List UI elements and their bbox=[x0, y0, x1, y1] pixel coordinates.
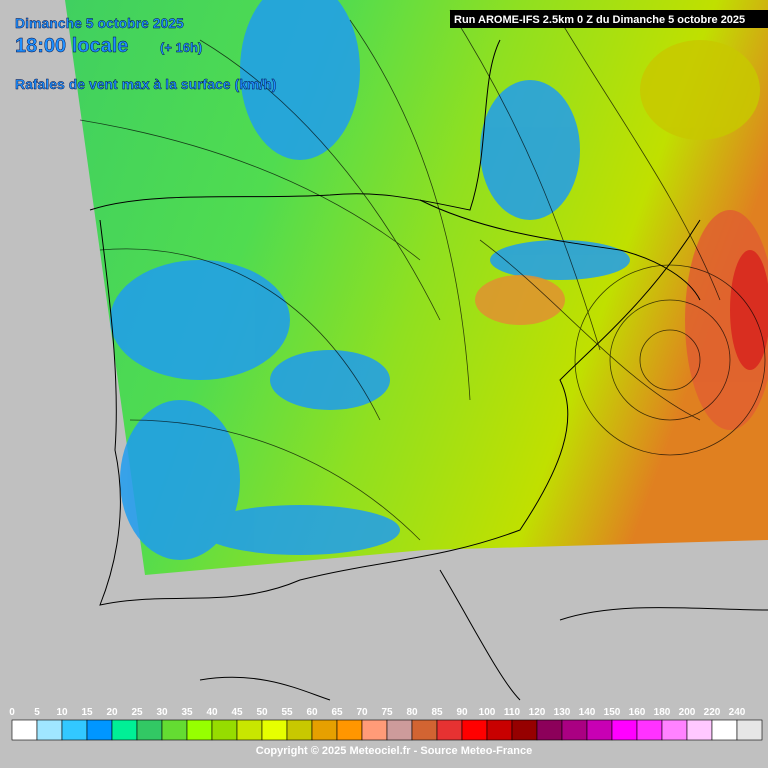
low-gust-areas bbox=[110, 0, 630, 560]
color-swatch bbox=[511, 719, 538, 741]
date: Dimanche 5 octobre 2025 bbox=[15, 15, 184, 31]
color-swatch bbox=[186, 719, 213, 741]
run-info: Run AROME-IFS 2.5km 0 Z du Dimanche 5 oc… bbox=[454, 14, 745, 26]
color-swatch bbox=[436, 719, 463, 741]
time: 18:00 locale bbox=[15, 35, 128, 57]
scale-label: 25 bbox=[131, 707, 143, 718]
scale-label: 50 bbox=[256, 707, 268, 718]
model-domain bbox=[65, 0, 768, 575]
color-swatch bbox=[486, 719, 513, 741]
run-banner bbox=[450, 10, 768, 28]
scale-label: 180 bbox=[654, 707, 671, 718]
scale-label: 30 bbox=[156, 707, 168, 718]
scale-label: 45 bbox=[231, 707, 243, 718]
color-swatch bbox=[561, 719, 588, 741]
color-swatch bbox=[286, 719, 313, 741]
scale-label: 40 bbox=[206, 707, 218, 718]
scale-label: 200 bbox=[679, 707, 696, 718]
color-swatch bbox=[136, 719, 163, 741]
color-swatch bbox=[586, 719, 613, 741]
color-swatch bbox=[36, 719, 63, 741]
scale-label: 65 bbox=[331, 707, 343, 718]
color-swatch bbox=[161, 719, 188, 741]
scale-label: 240 bbox=[729, 707, 746, 718]
color-swatch bbox=[711, 719, 738, 741]
color-swatch bbox=[61, 719, 88, 741]
color-swatch bbox=[461, 719, 488, 741]
scale-label: 35 bbox=[181, 707, 193, 718]
color-scale: 0 5 10 15 20 25 30 35 40 45 50 55 60 65 70 75 80 85 90 100 1… bbox=[9, 707, 763, 741]
color-swatch bbox=[11, 719, 38, 741]
color-swatch bbox=[311, 719, 338, 741]
scale-label: 20 bbox=[106, 707, 118, 718]
scale-label: 85 bbox=[431, 707, 443, 718]
scale-label: 75 bbox=[381, 707, 393, 718]
color-swatch bbox=[411, 719, 438, 741]
scale-label: 90 bbox=[456, 707, 468, 718]
scale-label: 220 bbox=[704, 707, 721, 718]
color-swatch bbox=[686, 719, 713, 741]
color-swatch bbox=[211, 719, 238, 741]
coastlines bbox=[89, 39, 768, 701]
parameter: Rafales de vent max à la surface (km/h) bbox=[15, 76, 276, 92]
color-swatch bbox=[386, 719, 413, 741]
scale-label: 150 bbox=[604, 707, 621, 718]
scale-label: 70 bbox=[356, 707, 368, 718]
color-swatch bbox=[736, 719, 763, 741]
scale-label: 55 bbox=[281, 707, 293, 718]
color-swatch bbox=[361, 719, 388, 741]
color-swatch bbox=[611, 719, 638, 741]
copyright: Copyright © 2025 Meteociel.fr - Source M… bbox=[256, 745, 532, 757]
scale-label: 100 bbox=[479, 707, 496, 718]
scale-label: 130 bbox=[554, 707, 571, 718]
color-swatch bbox=[336, 719, 363, 741]
color-swatch bbox=[261, 719, 288, 741]
scale-label: 0 bbox=[9, 707, 15, 718]
streamlines bbox=[79, 9, 766, 541]
scale-label: 5 bbox=[34, 707, 40, 718]
scale-label: 160 bbox=[629, 707, 646, 718]
scale-label: 110 bbox=[504, 707, 521, 718]
color-swatch bbox=[636, 719, 663, 741]
color-swatch bbox=[661, 719, 688, 741]
scale-label: 15 bbox=[81, 707, 93, 718]
color-swatch bbox=[236, 719, 263, 741]
scale-label: 140 bbox=[579, 707, 596, 718]
scale-label: 80 bbox=[406, 707, 418, 718]
color-swatch bbox=[86, 719, 113, 741]
lead-time: (+ 16h) bbox=[160, 40, 202, 55]
scale-label: 10 bbox=[56, 707, 68, 718]
color-swatch bbox=[111, 719, 138, 741]
scale-label: 120 bbox=[529, 707, 546, 718]
color-swatch bbox=[536, 719, 563, 741]
scale-label: 60 bbox=[306, 707, 318, 718]
high-gust-areas bbox=[475, 40, 768, 430]
